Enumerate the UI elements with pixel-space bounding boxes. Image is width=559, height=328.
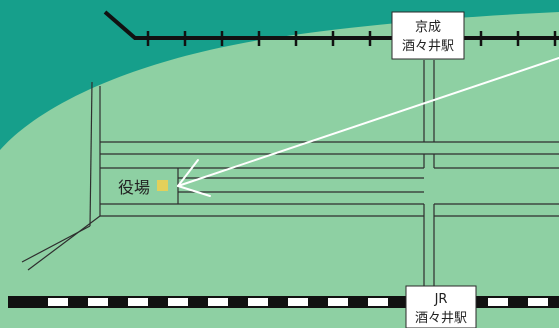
jr-track-dash [328, 298, 348, 306]
jr-track-dash [128, 298, 148, 306]
square-marker-icon [157, 180, 168, 191]
jr-track-dash [528, 298, 548, 306]
jr-station-line-name: JR [434, 292, 448, 307]
keisei-station-line-name: 京成 [415, 20, 441, 35]
jr-track-dash [368, 298, 388, 306]
jr-track-dash [248, 298, 268, 306]
arrow-icon [177, 57, 559, 197]
jr-track-dash [168, 298, 188, 306]
jr-station-name: 酒々井駅 [415, 311, 467, 326]
arrow-shaft [177, 57, 559, 187]
keisei-station-box [391, 11, 465, 60]
arrow-head-lower [177, 185, 211, 197]
jr-station-box [405, 285, 477, 328]
keisei-ties [146, 31, 557, 46]
road-southwest-b [27, 215, 101, 271]
town-office-label: 役場 [118, 178, 150, 197]
jr-track-dash [88, 298, 108, 306]
keisei-station-name: 酒々井駅 [402, 39, 454, 54]
road-west-slant-a [89, 81, 93, 227]
jr-station-label: JR 酒々井駅 [405, 285, 477, 328]
jr-track-dash [48, 298, 68, 306]
jr-track-dashes [48, 298, 548, 306]
arrow-head-upper [177, 159, 199, 187]
land-area [0, 12, 559, 328]
road-network [21, 60, 559, 296]
keisei-station-label: 京成 酒々井駅 [391, 11, 465, 60]
jr-track-dash [208, 298, 228, 306]
jr-track-dash [288, 298, 308, 306]
jr-track-dash [488, 298, 508, 306]
